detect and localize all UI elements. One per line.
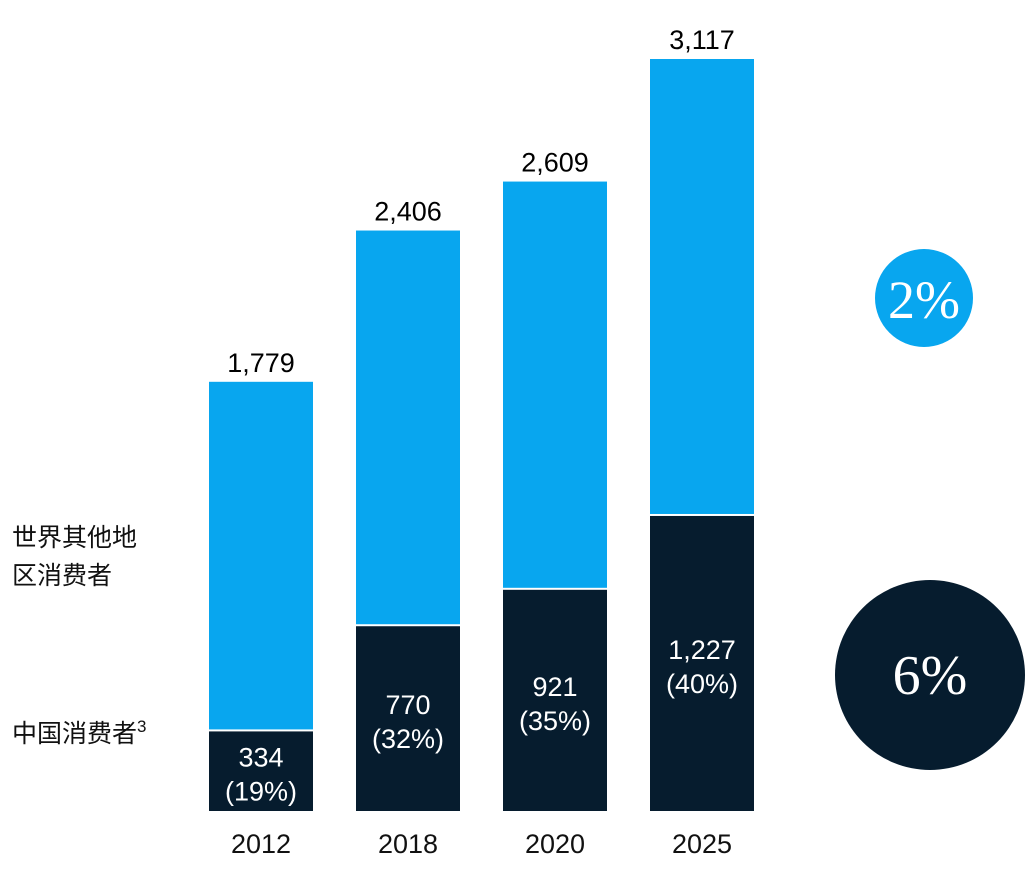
china-value-label: 921 (532, 672, 577, 702)
china-value-label: 334 (238, 743, 283, 773)
china-share-label: (19%) (225, 777, 297, 807)
bar-segment-rest (503, 181, 607, 588)
bar-segment-rest (209, 381, 313, 730)
x-tick-label: 2018 (378, 829, 438, 859)
china-value-label: 1,227 (668, 635, 736, 665)
bar-segment-china (503, 589, 607, 811)
total-label: 2,609 (521, 148, 589, 178)
growth-badge-rest-text: 2% (888, 270, 960, 330)
x-tick-label: 2025 (672, 829, 732, 859)
x-tick-label: 2012 (231, 829, 291, 859)
growth-badge-rest (875, 249, 973, 347)
total-label: 2,406 (374, 197, 442, 227)
china-value-label: 770 (385, 690, 430, 720)
legend-rest-line1: 世界其他地 (12, 523, 137, 552)
china-share-label: (32%) (372, 724, 444, 754)
bar-segment-china (209, 731, 313, 811)
legend-china-text: 中国消费者 (12, 719, 137, 748)
legend-rest-line2: 区消费者 (12, 561, 112, 590)
china-share-label: (35%) (519, 706, 591, 736)
legend-china: 中国消费者3 (12, 717, 146, 748)
x-tick-label: 2020 (525, 829, 585, 859)
bar-segment-rest (356, 230, 460, 625)
growth-badge-china (835, 580, 1025, 770)
legend-china-footnote: 3 (137, 717, 146, 736)
growth-badge-china-text: 6% (893, 645, 968, 707)
bar-segment-rest (650, 59, 754, 514)
total-label: 3,117 (669, 25, 735, 55)
total-label: 1,779 (227, 348, 295, 378)
bar-segment-china (356, 626, 460, 811)
china-share-label: (40%) (666, 669, 738, 699)
bar-segment-china (650, 515, 754, 811)
